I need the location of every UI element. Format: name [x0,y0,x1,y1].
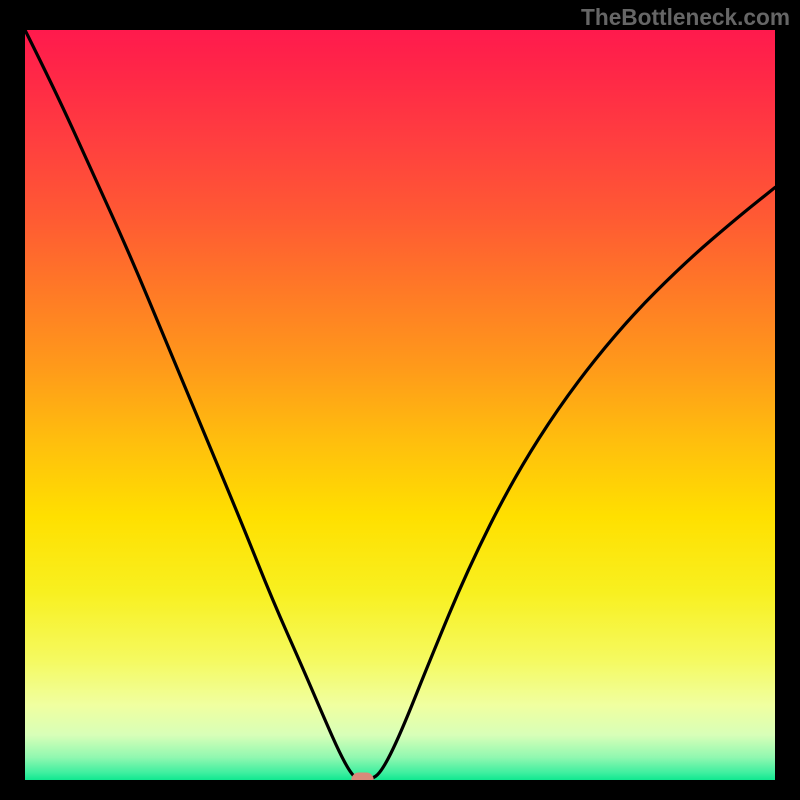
plot-svg [25,30,775,780]
attribution-label: TheBottleneck.com [581,4,790,31]
chart-root: TheBottleneck.com [0,0,800,800]
plot-background [25,30,775,780]
plot-area [25,30,775,780]
